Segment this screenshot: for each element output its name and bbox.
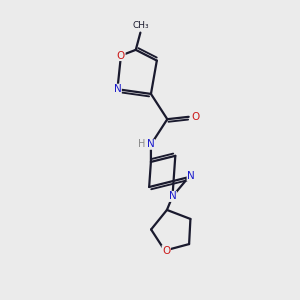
Text: N: N [187, 171, 195, 181]
Text: H: H [138, 140, 146, 149]
Text: O: O [192, 112, 200, 122]
Text: CH₃: CH₃ [132, 21, 149, 30]
Text: N: N [147, 140, 155, 149]
Text: O: O [117, 50, 125, 61]
Text: N: N [169, 191, 176, 201]
Text: O: O [162, 246, 170, 256]
Text: N: N [113, 84, 121, 94]
